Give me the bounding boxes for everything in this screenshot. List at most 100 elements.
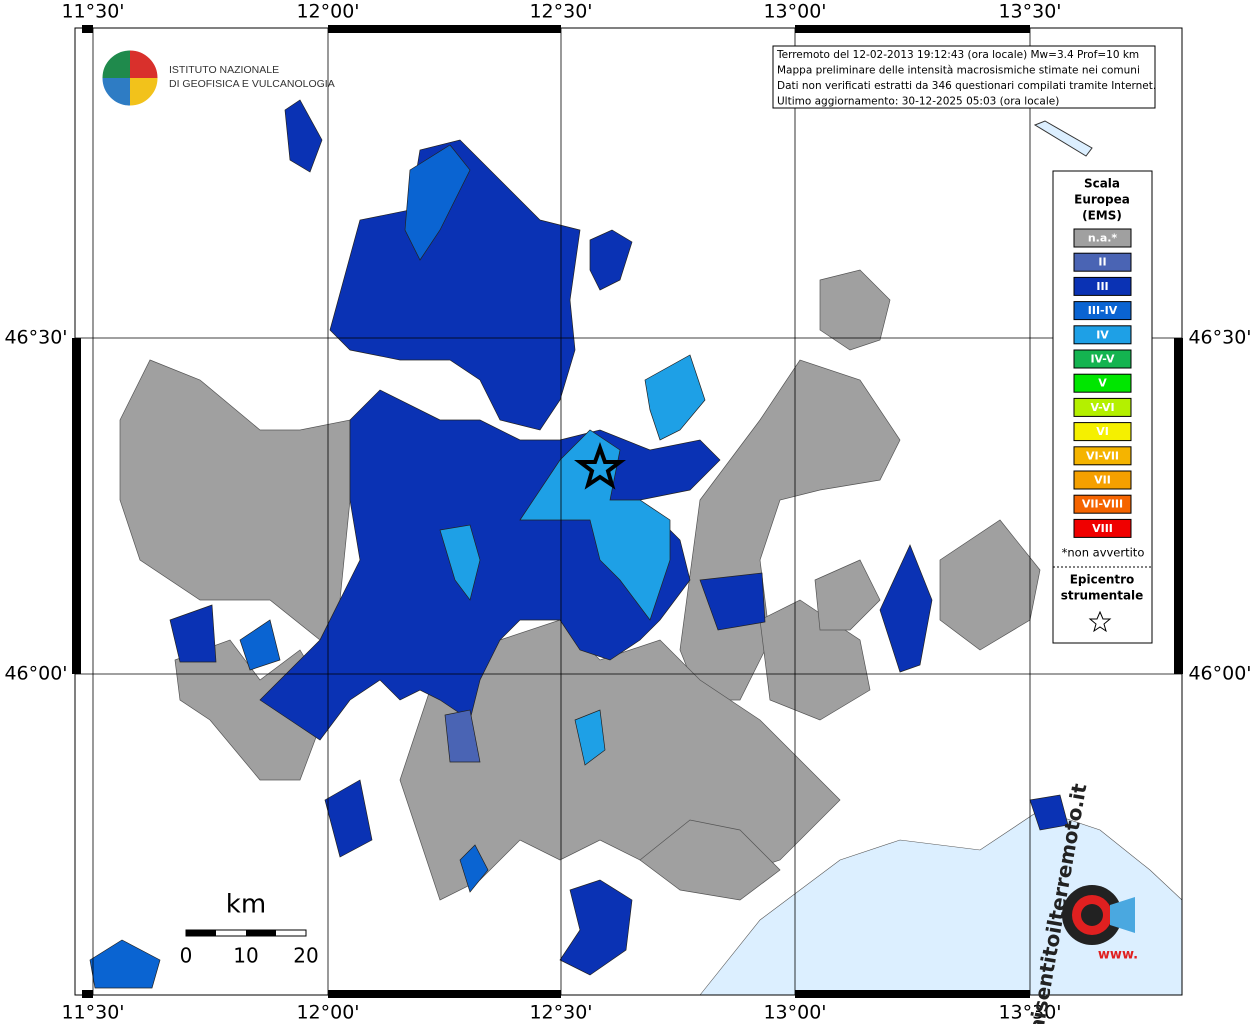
legend-label: II	[1098, 256, 1106, 269]
legend-label: VI	[1096, 425, 1109, 438]
info-line: Dati non verificati estratti da 346 ques…	[777, 80, 1156, 92]
legend-label: V-VI	[1090, 401, 1114, 414]
watermark-logo	[1062, 885, 1135, 945]
lon-label: 12°30'	[529, 1002, 592, 1024]
legend-label: IV-V	[1090, 353, 1115, 366]
scale-label: 20	[293, 944, 318, 968]
legend-swatch	[1073, 228, 1132, 248]
frame	[72, 25, 1183, 998]
legend-label: VIII	[1092, 522, 1113, 535]
frame-stripe	[328, 25, 561, 33]
legend-label: III-IV	[1088, 304, 1118, 317]
area-intensity-iii	[324, 779, 373, 858]
legend-swatch	[1073, 325, 1132, 345]
frame-stripe	[795, 990, 1030, 998]
logo-segment	[102, 78, 130, 106]
area-intensity-iii	[1029, 794, 1069, 831]
scale-bar-segment	[246, 930, 276, 936]
logo-text: ISTITUTO NAZIONALE	[169, 64, 279, 76]
legend-label: III	[1096, 280, 1108, 293]
area-intensity-iii	[284, 99, 323, 173]
frame-stripe	[82, 25, 93, 33]
legend-swatch	[1073, 446, 1132, 466]
lon-label: 13°00'	[763, 1002, 826, 1024]
lat-label: 46°00'	[4, 663, 67, 685]
area-gray	[819, 269, 891, 351]
frame-stripe	[328, 990, 561, 998]
frame-stripe	[795, 25, 1030, 33]
watermark-target	[1081, 904, 1103, 926]
lat-label: 46°30'	[4, 327, 67, 349]
area-intensity-ii	[444, 709, 481, 763]
scale-label: 10	[233, 944, 258, 968]
legend-swatch	[1073, 518, 1132, 538]
scale-unit: km	[226, 890, 266, 920]
scale-bar-segment	[186, 930, 216, 936]
lat-label: 46°30'	[1188, 327, 1251, 349]
legend-label: VI-VII	[1086, 449, 1119, 462]
lon-label: 13°30'	[998, 1002, 1061, 1024]
legend-label: VII	[1094, 474, 1111, 487]
legend-title: Europea	[1074, 193, 1130, 207]
legend-label: VII-VIII	[1082, 498, 1123, 511]
frame-stripe	[1174, 338, 1183, 674]
legend-swatch	[1073, 470, 1132, 490]
area-intensity-iii	[169, 604, 217, 663]
lon-label: 13°00'	[763, 1, 826, 23]
area-intensity-iii	[879, 544, 933, 673]
legend-star	[1088, 610, 1112, 633]
legend-label: V	[1098, 377, 1107, 390]
legend-swatch	[1073, 276, 1132, 296]
municipalities	[89, 99, 1069, 989]
area-intensity-iii-iv	[459, 844, 489, 893]
ingv-logo	[101, 49, 159, 107]
area-gray	[814, 559, 881, 631]
scale-label: 0	[180, 944, 193, 968]
frame-stripe	[72, 338, 81, 674]
logo-segment	[130, 78, 158, 106]
area-intensity-iii	[589, 229, 633, 291]
legend-title: (EMS)	[1082, 209, 1122, 223]
lon-label: 13°30'	[998, 1, 1061, 23]
watermark-text: www.	[1098, 948, 1138, 963]
epicenter	[574, 442, 626, 490]
info-box	[772, 45, 1156, 109]
legend-swatch	[1073, 349, 1132, 369]
area-intensity-iv	[519, 429, 671, 621]
area-intensity-iii	[559, 879, 633, 976]
logo-segment	[130, 50, 158, 78]
lon-label: 12°00'	[296, 1, 359, 23]
area-intensity-iii	[329, 139, 581, 431]
legend-epicenter: strumentale	[1061, 589, 1144, 603]
graticule	[75, 28, 1182, 995]
lat-label: 46°00'	[1188, 663, 1251, 685]
legend-label: IV	[1096, 328, 1109, 341]
watermark-beam	[1110, 897, 1135, 933]
area-intensity-iii-iv	[404, 144, 471, 261]
area-gray	[119, 359, 351, 641]
legend-swatch	[1073, 494, 1132, 514]
lon-label: 11°30'	[61, 1002, 124, 1024]
info-line: Mappa preliminare delle intensità macros…	[777, 65, 1140, 77]
lon-label: 11°30'	[61, 1, 124, 23]
legend-swatch	[1073, 397, 1132, 417]
epicenter-star	[574, 442, 626, 490]
info-line: Ultimo aggiornamento: 30-12-2025 05:03 (…	[777, 96, 1059, 108]
lon-label: 12°30'	[529, 1, 592, 23]
area-intensity-iii-iv	[89, 939, 161, 989]
lake	[1033, 120, 1093, 157]
legend-swatch	[1073, 252, 1132, 272]
lon-label: 12°00'	[296, 1002, 359, 1024]
legend-epicenter: Epicentro	[1070, 573, 1135, 587]
area-intensity-iv	[439, 524, 481, 601]
area-intensity-iii-iv	[239, 619, 281, 671]
info-line: Terremoto del 12-02-2013 19:12:43 (ora l…	[776, 49, 1139, 61]
logo-ring	[101, 49, 159, 107]
area-gray	[639, 819, 781, 901]
legend-swatch	[1073, 422, 1132, 442]
legend-swatch	[1073, 373, 1132, 393]
logo-text: DI GEOFISICA E VULCANOLOGIA	[169, 78, 335, 90]
legend-title: Scala	[1084, 177, 1120, 191]
frame-stripe	[82, 990, 93, 998]
